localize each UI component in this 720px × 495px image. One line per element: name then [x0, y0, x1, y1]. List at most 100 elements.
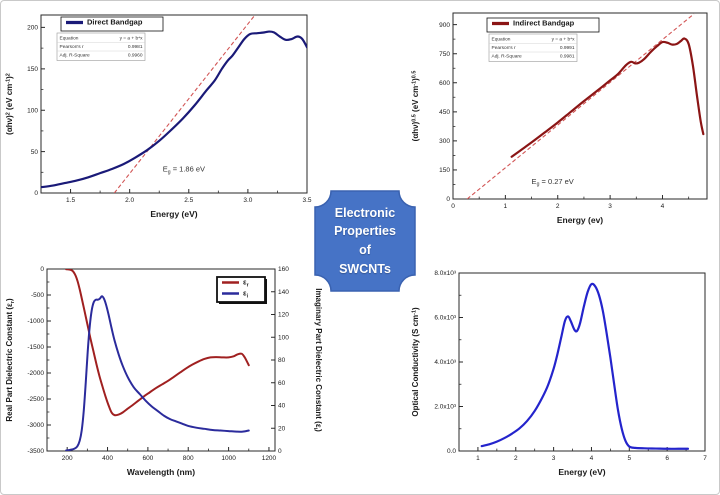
svg-text:-3500: -3500 [27, 448, 44, 455]
svg-text:200: 200 [27, 25, 38, 32]
svg-text:0.9981: 0.9981 [128, 44, 143, 50]
svg-text:1.5: 1.5 [66, 197, 75, 204]
svg-text:(αhν)2 (eV cm-1)2: (αhν)2 (eV cm-1)2 [5, 73, 14, 135]
svg-text:y = a + b*x: y = a + b*x [120, 36, 144, 42]
svg-text:2.0: 2.0 [125, 197, 134, 204]
svg-text:1000: 1000 [221, 455, 236, 462]
svg-text:Wavelength (nm): Wavelength (nm) [127, 467, 195, 477]
svg-text:1200: 1200 [262, 455, 277, 462]
indirect-bandgap-plot: 0 1 2 3 4 0 150 300 450 600 750 900 Energy (ev) (αhν)… [411, 12, 708, 225]
svg-text:1: 1 [476, 455, 480, 462]
svg-text:Energy (eV): Energy (eV) [558, 467, 605, 477]
svg-text:Optical Conductivity (S cm-1): Optical Conductivity (S cm-1) [411, 307, 420, 417]
svg-text:7: 7 [703, 455, 707, 462]
svg-text:3: 3 [608, 203, 612, 210]
svg-text:0.0: 0.0 [447, 448, 456, 455]
svg-text:-1000: -1000 [27, 318, 44, 325]
chart-direct-bandgap: 1.5 2.0 2.5 3.0 3.5 0 50 100 150 200 Energy (eV) (α… [3, 3, 317, 229]
badge-plaque-shape [314, 190, 416, 292]
svg-text:-1500: -1500 [27, 344, 44, 351]
series-Direct Bandgap [41, 30, 307, 189]
svg-text:8.0x10³: 8.0x10³ [434, 270, 457, 277]
svg-text:-500: -500 [31, 292, 44, 299]
svg-text:5: 5 [627, 455, 631, 462]
svg-text:2: 2 [556, 203, 560, 210]
svg-text:20: 20 [278, 425, 286, 432]
badge-line: of [359, 243, 371, 257]
svg-text:3.5: 3.5 [302, 197, 311, 204]
svg-text:120: 120 [278, 312, 289, 319]
svg-text:4: 4 [661, 203, 665, 210]
svg-text:εi: εi [243, 289, 249, 300]
dielectric-constants-plot: 200 400 600 800 1000 12000-500-1000-1500-2000… [5, 266, 323, 477]
svg-text:6.0x10³: 6.0x10³ [434, 315, 457, 322]
svg-text:Equation: Equation [60, 36, 79, 42]
svg-text:40: 40 [278, 403, 286, 410]
svg-text:Eg = 0.27 eV: Eg = 0.27 eV [532, 177, 574, 188]
svg-text:750: 750 [439, 51, 450, 58]
svg-text:Real Part Dielectric Constant: Real Part Dielectric Constant (εr) [5, 298, 16, 422]
series-real-part [65, 269, 250, 417]
svg-text:εr: εr [243, 278, 249, 289]
svg-text:800: 800 [183, 455, 194, 462]
svg-text:900: 900 [439, 22, 450, 29]
svg-text:Pearson's r: Pearson's r [60, 44, 85, 50]
chart-indirect-bandgap: 0 1 2 3 4 0 150 300 450 600 750 900 Energy (ev) (αhν)… [409, 3, 719, 239]
svg-text:150: 150 [439, 167, 450, 174]
svg-text:50: 50 [31, 149, 39, 156]
svg-text:150: 150 [27, 66, 38, 73]
svg-text:Eg = 1.86 eV: Eg = 1.86 eV [163, 164, 205, 175]
svg-text:y = a + b*x: y = a + b*x [552, 37, 576, 43]
svg-text:Indirect Bandgap: Indirect Bandgap [513, 19, 575, 28]
badge-text: Electronic Properties of SWCNTs [314, 190, 416, 292]
svg-text:Equation: Equation [492, 37, 511, 43]
badge-line: Electronic [334, 205, 396, 220]
svg-text:Adj. R-Square: Adj. R-Square [492, 54, 522, 60]
svg-text:4: 4 [590, 455, 594, 462]
svg-text:3: 3 [552, 455, 556, 462]
svg-text:0: 0 [34, 190, 38, 197]
svg-text:3.0: 3.0 [243, 197, 252, 204]
svg-text:80: 80 [278, 357, 286, 364]
svg-text:-2500: -2500 [27, 396, 44, 403]
svg-text:-3000: -3000 [27, 422, 44, 429]
svg-text:100: 100 [27, 107, 38, 114]
badge-line: SWCNTs [339, 261, 391, 276]
svg-text:0.9960: 0.9960 [128, 53, 143, 59]
svg-text:4.0x10³: 4.0x10³ [434, 359, 457, 366]
series-Indirect Bandgap [510, 37, 705, 158]
svg-text:0.9991: 0.9991 [560, 45, 575, 51]
series-optical-conductivity [480, 282, 690, 450]
svg-text:300: 300 [439, 138, 450, 145]
center-badge: Electronic Properties of SWCNTs [314, 190, 416, 292]
svg-text:0: 0 [446, 196, 450, 203]
svg-text:1: 1 [504, 203, 508, 210]
svg-text:2: 2 [514, 455, 518, 462]
svg-text:Pearson's r: Pearson's r [492, 45, 517, 51]
svg-text:0: 0 [40, 266, 44, 273]
direct-bandgap-plot: 1.5 2.0 2.5 3.0 3.5 0 50 100 150 200 Energy (eV) (α… [5, 14, 312, 219]
svg-text:600: 600 [439, 80, 450, 87]
badge-line: Properties [334, 224, 396, 239]
svg-text:600: 600 [142, 455, 153, 462]
svg-text:Energy (ev): Energy (ev) [557, 215, 603, 225]
svg-text:0.9981: 0.9981 [560, 54, 575, 60]
svg-text:60: 60 [278, 380, 286, 387]
svg-text:160: 160 [278, 266, 289, 273]
svg-text:Adj. R-Square: Adj. R-Square [60, 53, 90, 59]
svg-text:Direct Bandgap: Direct Bandgap [87, 18, 143, 27]
svg-text:(αhν)0.5 (eV cm-1)0.5: (αhν)0.5 (eV cm-1)0.5 [411, 71, 420, 142]
svg-text:0: 0 [278, 448, 282, 455]
svg-text:200: 200 [62, 455, 73, 462]
svg-text:140: 140 [278, 289, 289, 296]
svg-text:Energy (eV): Energy (eV) [150, 209, 197, 219]
chart-optical-conductivity: 1 2 3 4 5 6 7 0.0 2.0x10³ 4.0x10³ 6.0x10³ 8.0x10³ En… [409, 257, 719, 493]
svg-text:Imaginary Part Dielectric Cons: Imaginary Part Dielectric Constant (εi) [312, 288, 323, 432]
chart-dielectric-constants: 200 400 600 800 1000 1200 0 -500 -1000 -1500 -2000… [3, 255, 323, 494]
svg-text:2.5: 2.5 [184, 197, 193, 204]
svg-text:100: 100 [278, 334, 289, 341]
series-imaginary-part [65, 295, 250, 451]
optical-conductivity-plot: 1 2 3 4 5 6 7 0.0 2.0x10³ 4.0x10³ 6.0x10³ 8.0x10³ En… [411, 270, 707, 477]
svg-text:0: 0 [451, 203, 455, 210]
